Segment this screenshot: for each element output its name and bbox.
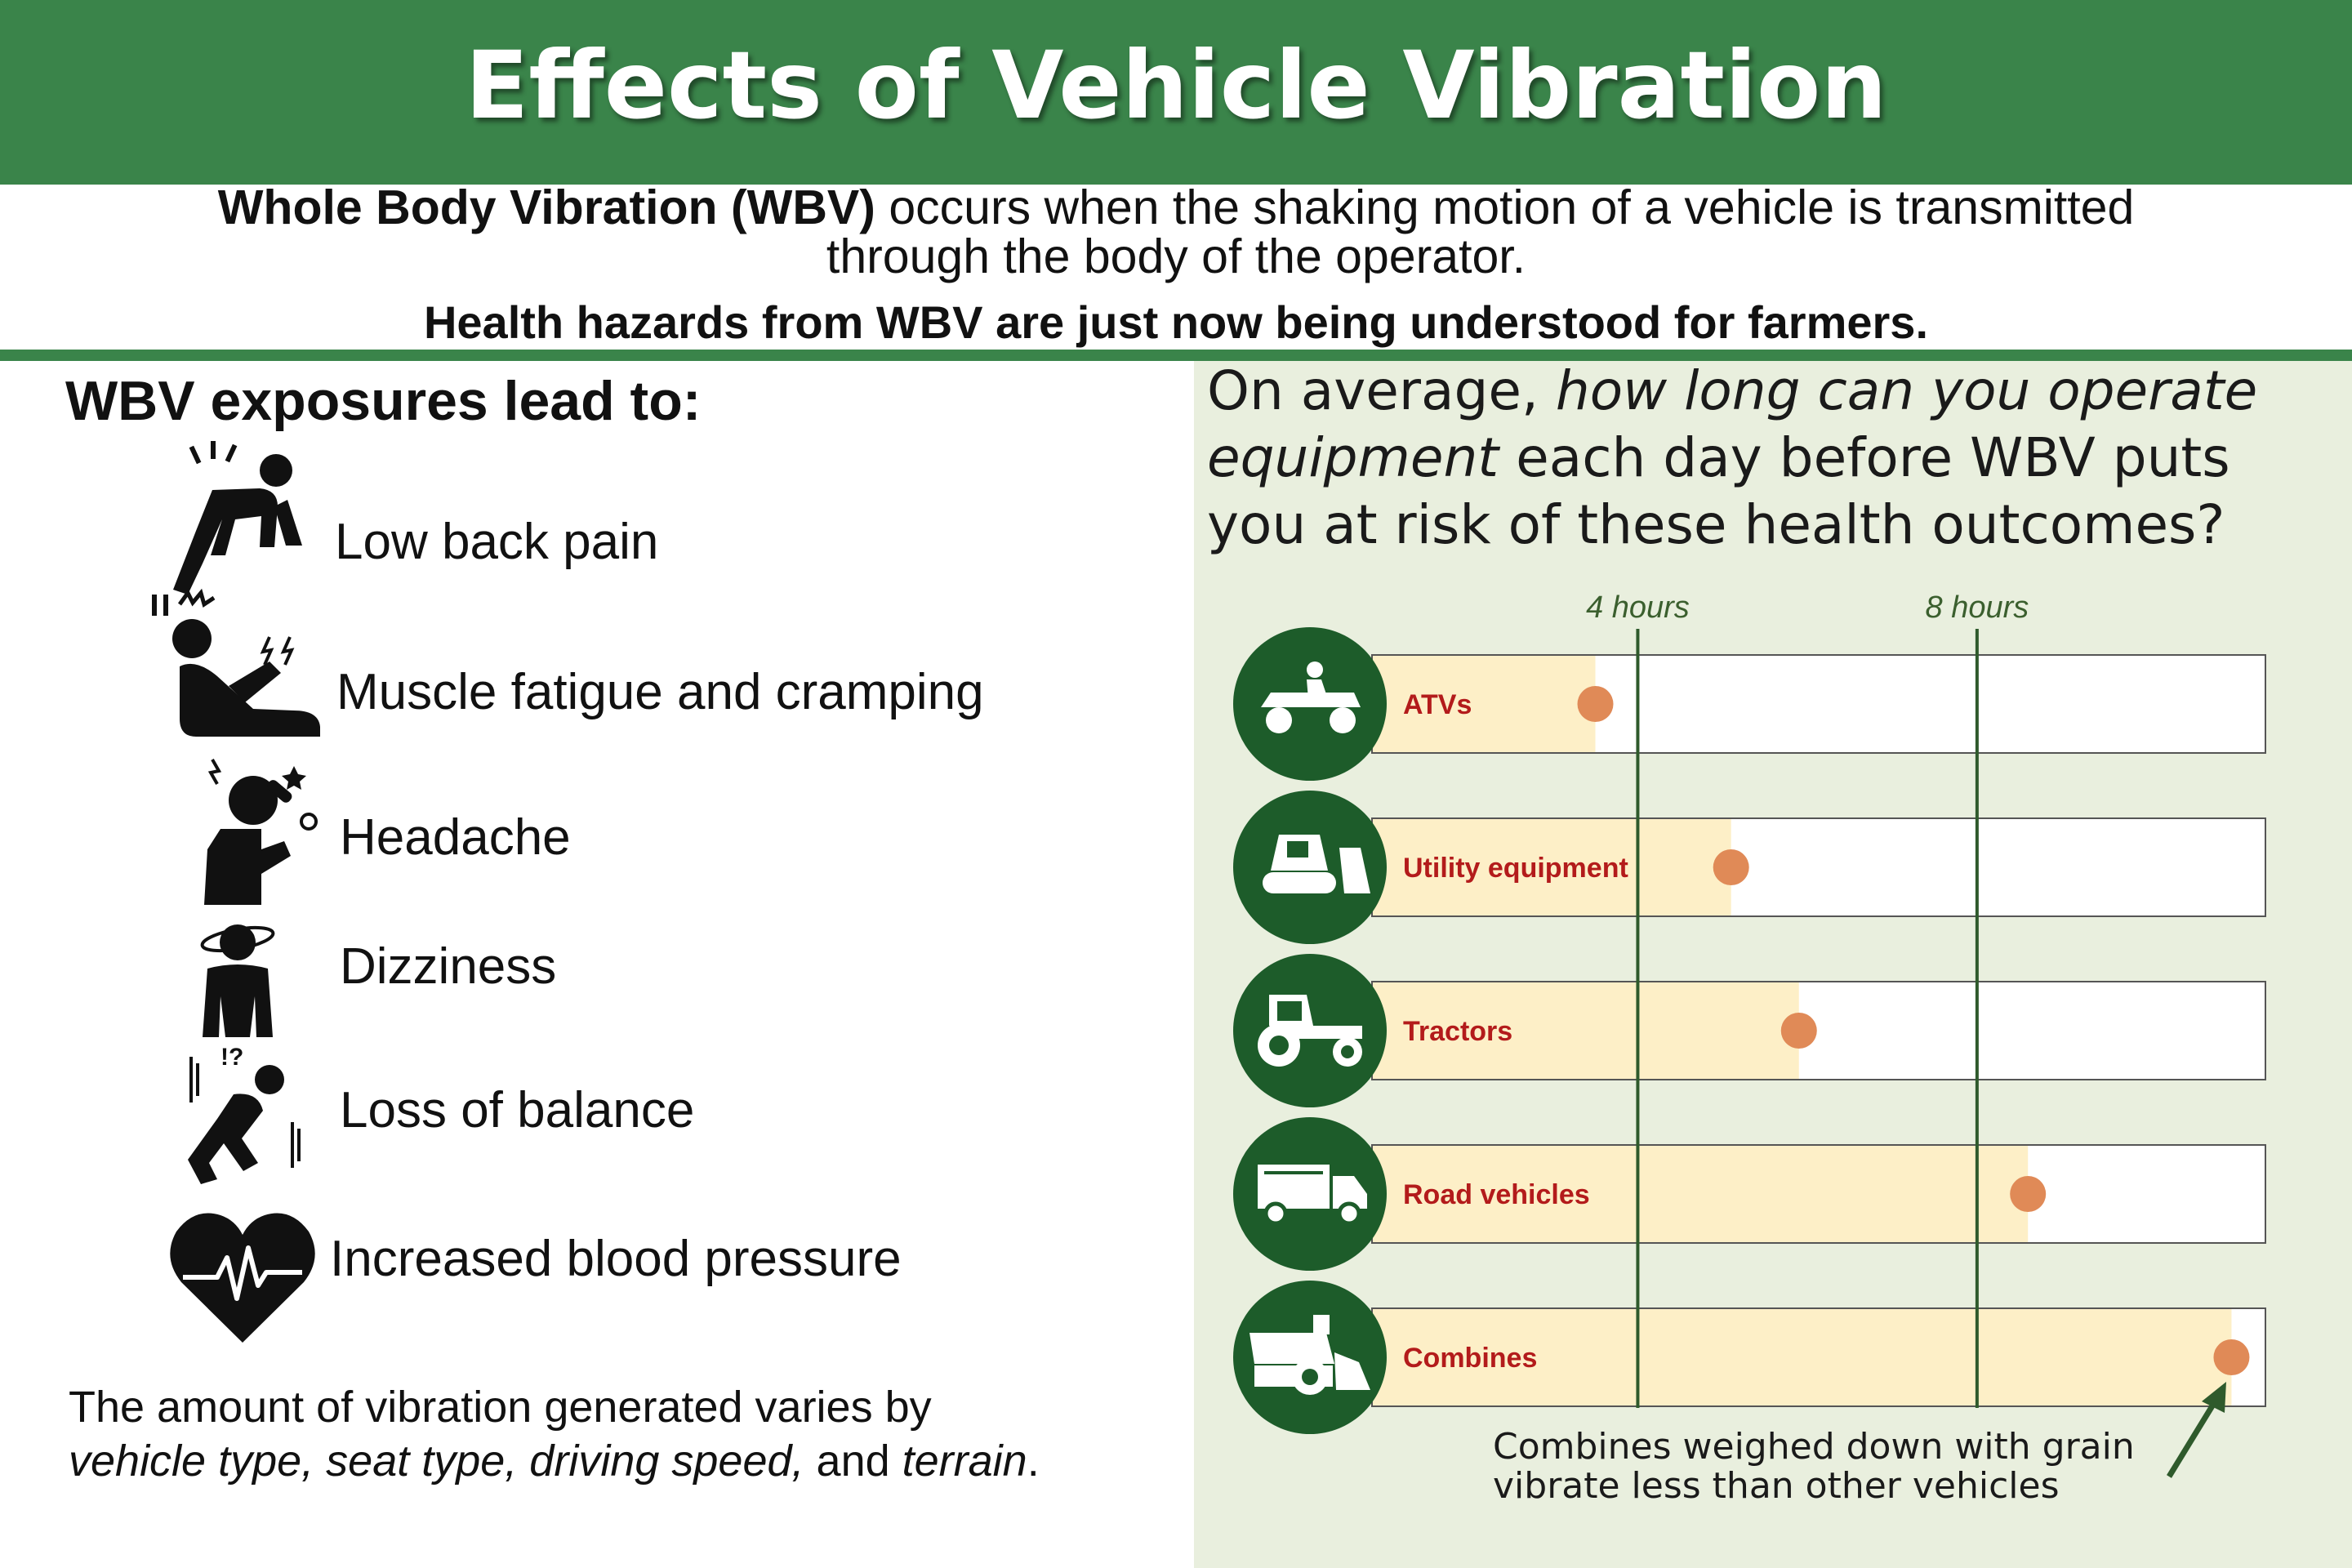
combines-annotation-line-2: vibrate less than other vehicles	[1493, 1465, 2060, 1507]
category-label-0: ATVs	[1403, 689, 1472, 720]
category-label-4: Combines	[1403, 1343, 1537, 1374]
question-part-1: On average,	[1207, 359, 1556, 422]
effect-label-dizziness: Dizziness	[340, 938, 557, 995]
value-marker-3	[2010, 1176, 2047, 1212]
back-pain-icon	[173, 441, 302, 595]
effect-label-headache: Headache	[340, 809, 571, 866]
bar-4	[1373, 1309, 2232, 1405]
bar-2	[1373, 982, 1799, 1079]
heart-pulse-icon	[170, 1213, 315, 1343]
headache-icon	[204, 759, 318, 905]
tractor-icon	[1258, 995, 1362, 1067]
category-label-1: Utility equipment	[1403, 853, 1628, 884]
combines-annotation: Combines weighed down with grain vibrate…	[1493, 1428, 2135, 1506]
bar-1	[1373, 819, 1731, 915]
effects-heading: WBV exposures lead to:	[65, 370, 702, 432]
value-marker-2	[1780, 1013, 1817, 1049]
value-marker-4	[2213, 1339, 2250, 1375]
effect-label-blood-pressure: Increased blood pressure	[330, 1231, 902, 1287]
intro-term: Whole Body Vibration (WBV)	[217, 180, 875, 234]
vibration-and: and	[804, 1437, 902, 1486]
effect-label-muscle-fatigue: Muscle fatigue and cramping	[336, 664, 984, 720]
reference-label-0: 4 hours	[1586, 590, 1690, 625]
bar-0	[1373, 656, 1596, 752]
vibration-period: .	[1027, 1437, 1040, 1486]
category-label-3: Road vehicles	[1403, 1179, 1590, 1210]
vibration-note: The amount of vibration generated varies…	[69, 1380, 1040, 1488]
value-marker-1	[1713, 849, 1749, 885]
combines-annotation-line-1: Combines weighed down with grain	[1493, 1426, 2135, 1468]
svg-text:!?: !?	[220, 1044, 243, 1071]
intro-line-1: occurs when the shaking motion of a vehi…	[875, 180, 2135, 234]
combine-icon	[1250, 1315, 1370, 1395]
annotation-arrow-shaft	[2167, 1395, 2221, 1478]
category-label-2: Tractors	[1403, 1016, 1512, 1047]
effect-label-low-back-pain: Low back pain	[335, 514, 659, 570]
intro-text: Whole Body Vibration (WBV) occurs when t…	[0, 183, 2352, 281]
title-bar	[0, 0, 2352, 185]
question-part-2: how long can you operate equipment	[1207, 359, 2258, 489]
annotation-arrow-head	[2202, 1382, 2226, 1413]
chart-question: On average, how long can you operate equ…	[1207, 358, 2342, 559]
page-title: Effects of Vehicle Vibration	[465, 31, 1887, 140]
reference-label-1: 8 hours	[1926, 590, 2029, 625]
divider	[0, 350, 2352, 361]
bar-3	[1373, 1146, 2029, 1242]
truck-icon	[1258, 1165, 1367, 1226]
effect-label-loss-of-balance: Loss of balance	[340, 1082, 695, 1138]
intro-line-2: through the body of the operator.	[826, 229, 1526, 283]
vibration-note-line-1: The amount of vibration generated varies…	[69, 1383, 932, 1432]
loss-of-balance-icon: !?	[188, 1044, 301, 1184]
bulldozer-icon	[1263, 835, 1370, 893]
value-marker-0	[1577, 686, 1614, 722]
dizziness-icon	[200, 924, 275, 1037]
hazard-statement: Health hazards from WBV are just now bei…	[423, 296, 1929, 348]
vibration-terrain: terrain	[902, 1437, 1027, 1486]
question-part-3: each day before WBV puts you at risk of …	[1207, 426, 2230, 556]
vibration-factors: vehicle type, seat type, driving speed,	[69, 1437, 804, 1486]
muscle-cramp-icon	[152, 588, 320, 737]
atv-icon	[1261, 662, 1361, 733]
